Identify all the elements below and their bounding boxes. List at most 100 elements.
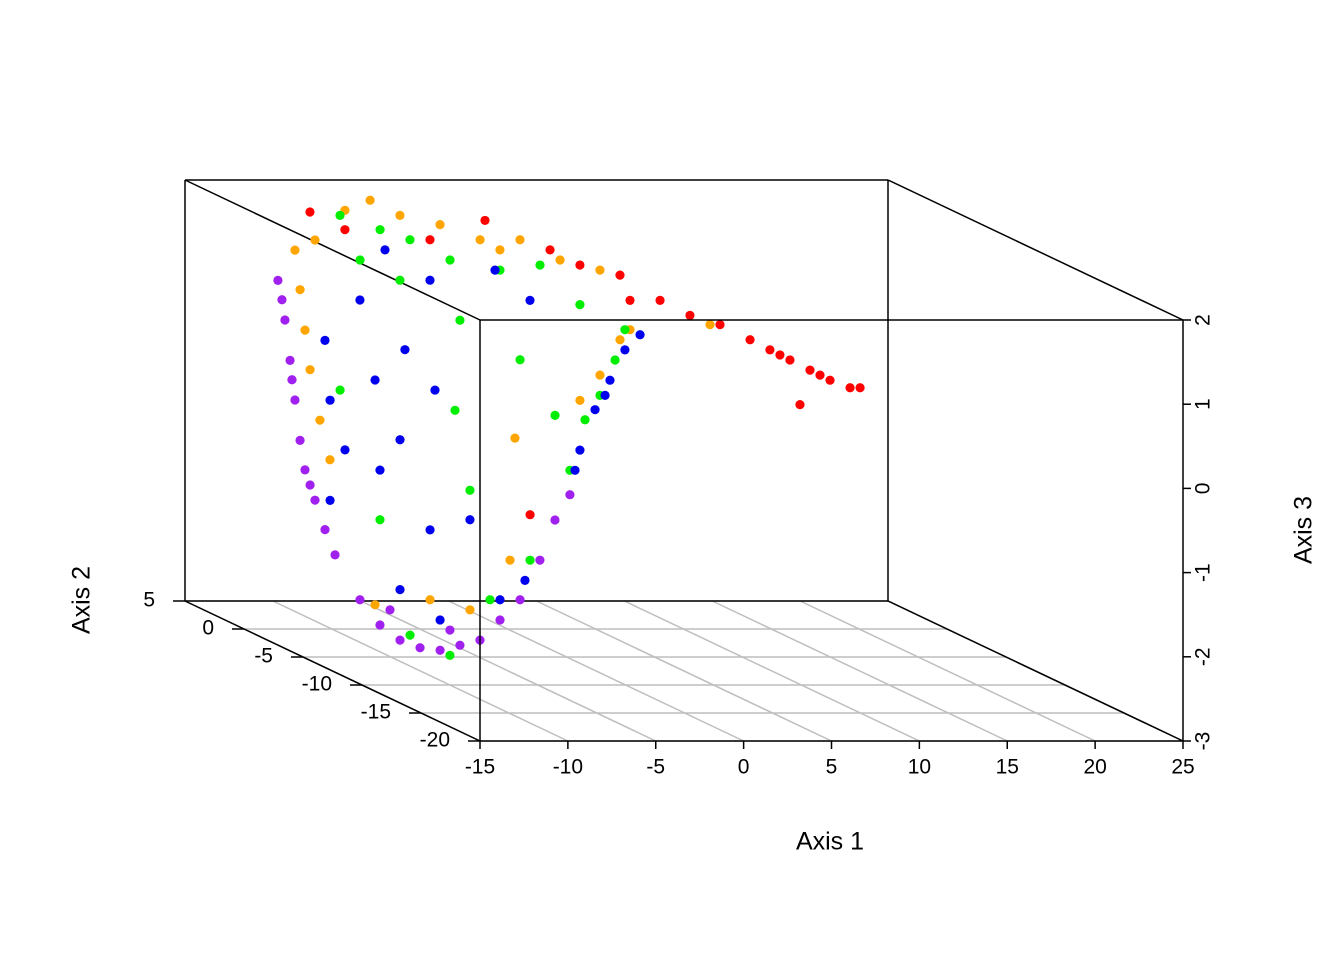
point xyxy=(430,385,440,395)
point xyxy=(375,515,385,525)
z-tick-label: -2 xyxy=(1192,647,1215,666)
point xyxy=(595,370,605,380)
point xyxy=(385,605,395,615)
z-tick-label: 0 xyxy=(1192,483,1215,495)
point xyxy=(300,325,310,335)
point xyxy=(765,345,775,355)
point xyxy=(715,320,725,330)
point xyxy=(330,550,340,560)
grid-line xyxy=(360,600,657,742)
point xyxy=(495,245,505,255)
point xyxy=(615,270,625,280)
point xyxy=(305,365,315,375)
point xyxy=(435,615,445,625)
point xyxy=(425,275,435,285)
x-tick-label: 10 xyxy=(908,756,931,779)
point xyxy=(375,465,385,475)
point xyxy=(425,235,435,245)
point xyxy=(610,355,620,365)
point xyxy=(290,395,300,405)
point xyxy=(425,525,435,535)
point xyxy=(325,455,335,465)
point xyxy=(535,555,545,565)
point xyxy=(550,410,560,420)
point xyxy=(355,295,365,305)
grid-line xyxy=(799,600,1096,742)
point xyxy=(775,350,785,360)
point xyxy=(295,285,305,295)
point xyxy=(590,405,600,415)
y-axis-label: Axis 2 xyxy=(68,566,96,634)
point xyxy=(685,310,695,320)
point xyxy=(277,295,287,305)
point xyxy=(555,255,565,265)
point xyxy=(845,383,855,393)
point xyxy=(320,525,330,535)
point xyxy=(395,435,405,445)
point xyxy=(340,445,350,455)
box-line xyxy=(887,179,1184,321)
y-tick-label: -20 xyxy=(420,729,450,752)
point xyxy=(395,585,405,595)
z-tick-label: -1 xyxy=(1192,563,1215,582)
x-tick-label: 25 xyxy=(1171,756,1194,779)
x-tick-label: 0 xyxy=(738,756,750,779)
point xyxy=(785,355,795,365)
point xyxy=(565,490,575,500)
point xyxy=(425,595,435,605)
point xyxy=(375,620,385,630)
y-tick-label: -10 xyxy=(302,673,332,696)
point xyxy=(625,295,635,306)
point xyxy=(405,630,415,640)
point xyxy=(490,265,500,275)
point xyxy=(435,220,445,230)
point xyxy=(515,355,525,365)
point xyxy=(795,400,805,410)
point xyxy=(305,207,315,217)
point xyxy=(525,555,535,565)
point xyxy=(495,595,505,605)
box-line xyxy=(184,179,481,321)
point xyxy=(825,375,835,385)
box-line xyxy=(184,600,481,742)
box-line xyxy=(887,600,1184,742)
point xyxy=(505,555,515,565)
point xyxy=(515,595,525,605)
y-tick-label: 5 xyxy=(143,589,155,612)
point xyxy=(320,335,330,346)
grid-line xyxy=(624,600,920,742)
point xyxy=(300,465,310,475)
point xyxy=(310,235,320,245)
point xyxy=(295,435,305,445)
point xyxy=(575,260,585,270)
point xyxy=(305,480,315,490)
point xyxy=(280,315,290,325)
point xyxy=(635,330,645,340)
point xyxy=(445,625,455,635)
point xyxy=(510,433,520,443)
point xyxy=(705,320,715,330)
point xyxy=(855,383,865,393)
point xyxy=(465,485,475,495)
grid-line xyxy=(272,600,569,742)
grid-line xyxy=(448,600,744,742)
point xyxy=(480,215,490,226)
point xyxy=(455,640,465,650)
point xyxy=(570,465,580,475)
point xyxy=(355,255,365,265)
x-tick-label: -5 xyxy=(646,756,665,779)
point xyxy=(465,605,475,615)
point xyxy=(435,645,445,655)
x-tick-label: 15 xyxy=(996,756,1019,779)
z-tick-label: 2 xyxy=(1192,314,1215,326)
point xyxy=(595,265,605,275)
point xyxy=(335,385,345,395)
point xyxy=(415,643,425,653)
point xyxy=(535,260,545,270)
point xyxy=(273,275,283,286)
x-tick-label: -15 xyxy=(465,756,495,779)
point xyxy=(395,210,405,220)
point xyxy=(310,495,320,505)
point xyxy=(815,370,825,380)
